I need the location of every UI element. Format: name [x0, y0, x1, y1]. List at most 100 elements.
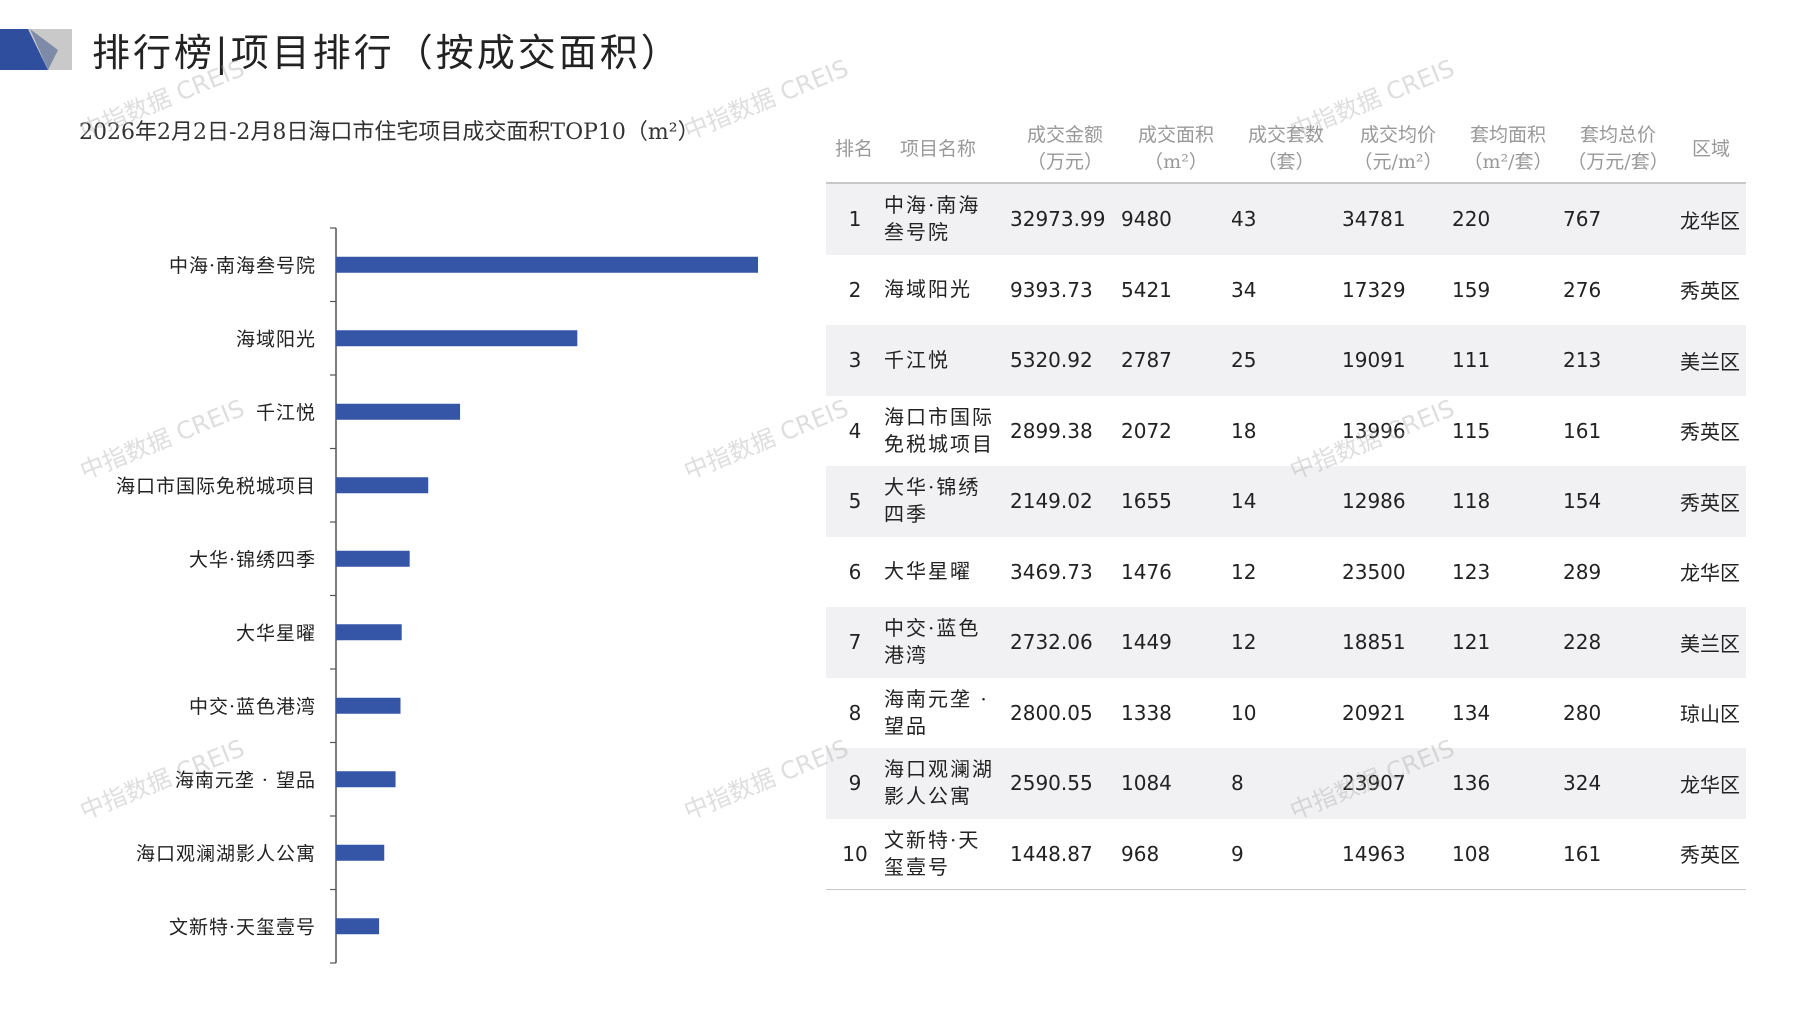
header-text: （m²/套）: [1463, 151, 1553, 173]
table-cell: 213: [1563, 348, 1602, 373]
column-header: 成交面积 （m²）: [1116, 122, 1236, 176]
table-cell: 19091: [1342, 348, 1406, 373]
table-cell: 千江悦: [884, 347, 950, 372]
table-cell: 10: [1231, 700, 1257, 725]
table-cell: 美兰区: [1680, 631, 1740, 656]
table-cell: 1655: [1121, 489, 1172, 514]
table-cell: 琼山区: [1680, 702, 1740, 727]
table-cell: 280: [1563, 700, 1602, 725]
table-cell: 134: [1452, 700, 1491, 725]
title-decor: [0, 29, 48, 70]
bar: [336, 256, 758, 273]
bar: [336, 918, 380, 935]
table-cell: 121: [1452, 630, 1491, 655]
table-cell: 龙华区: [1680, 772, 1740, 797]
table-cell: 34: [1231, 277, 1257, 302]
table-row: 8 海南元垄 ·望品 2800.05 1338 10 20921 134 280 琼山区: [826, 678, 1746, 749]
bar: [336, 550, 410, 567]
table-cell: 海域阳光: [884, 277, 972, 302]
table-row: 4 海口市国际免税城项目 2899.38 2072 18 13996 115 161 秀英区: [826, 396, 1746, 467]
header-text: 区域: [1691, 138, 1730, 160]
header-text: （万元）: [1026, 151, 1103, 173]
table-cell: 12: [1231, 559, 1257, 584]
table-row: 10 文新特·天玺壹号 1448.87 968 9 14963 108 161 秀英区: [826, 819, 1746, 890]
column-header: 成交均价 （元/m²）: [1338, 122, 1458, 176]
table-row: 2 海域阳光 9393.73 5421 34 17329 159 276 秀英区: [826, 255, 1746, 326]
table-cell: 龙华区: [1680, 208, 1740, 233]
chart-subtitle: 2026年2月2日-2月8日海口市住宅项目成交面积TOP10（m²）: [79, 120, 700, 145]
table-cell: 161: [1563, 841, 1602, 866]
y-tick-label: 海域阳光: [236, 328, 316, 350]
table-cell: 秀英区: [1680, 843, 1740, 868]
table-cell: 276: [1563, 277, 1602, 302]
table-cell: 美兰区: [1680, 349, 1740, 374]
bar: [336, 844, 385, 861]
table-cell: 32973.99: [1010, 207, 1106, 232]
title-decor: [30, 29, 58, 70]
table-cell: 文新特·天玺壹号: [884, 827, 981, 879]
header-text: 套均总价: [1579, 124, 1656, 146]
header-text: 项目名称: [899, 138, 976, 160]
table-cell: 2800.05: [1010, 700, 1093, 725]
header-text: 套均面积: [1469, 124, 1546, 146]
rank: 8: [848, 700, 862, 725]
column-header: 套均总价 （万元/套）: [1558, 122, 1678, 176]
column-header: 排名: [794, 136, 914, 163]
table-cell: 大华·锦绣四季: [884, 475, 981, 527]
y-tick-label: 中交·蓝色港湾: [189, 696, 316, 718]
table-cell: 9393.73: [1010, 277, 1093, 302]
y-tick-label: 文新特·天玺壹号: [169, 916, 316, 938]
table-cell: 324: [1563, 771, 1602, 796]
y-tick-label: 千江悦: [256, 402, 316, 424]
table-cell: 5320.92: [1010, 348, 1093, 373]
header-text: （万元/套）: [1567, 151, 1669, 173]
rank: 10: [842, 841, 868, 866]
column-header: 成交套数 （套）: [1226, 122, 1346, 176]
rank: 2: [848, 277, 862, 302]
bar: [336, 771, 396, 788]
table-cell: 2072: [1121, 418, 1172, 443]
bar: [336, 624, 402, 641]
table-row: 7 中交·蓝色港湾 2732.06 1449 12 18851 121 228 美兰区: [826, 607, 1746, 678]
rank: 4: [848, 418, 862, 443]
table-cell: 14: [1231, 489, 1257, 514]
table-row: 1 中海·南海叁号院 32973.99 9480 43 34781 220 767 龙华区: [826, 184, 1746, 255]
table-cell: 108: [1452, 841, 1491, 866]
table-cell: 767: [1563, 207, 1602, 232]
column-header: 区域: [1651, 136, 1771, 163]
table-cell: 115: [1452, 418, 1491, 443]
y-tick-label: 海口观澜湖影人公寓: [136, 843, 316, 865]
table-cell: 20921: [1342, 700, 1406, 725]
rank: 1: [848, 207, 862, 232]
table-cell: 220: [1452, 207, 1491, 232]
rank: 6: [848, 559, 862, 584]
table-cell: 12986: [1342, 489, 1406, 514]
table-cell: 1476: [1121, 559, 1172, 584]
table-cell: 23907: [1342, 771, 1406, 796]
table-cell: 123: [1452, 559, 1491, 584]
table-cell: 海口市国际免税城项目: [884, 404, 994, 456]
table-cell: 3469.73: [1010, 559, 1093, 584]
table-cell: 34781: [1342, 207, 1406, 232]
table-row: 5 大华·锦绣四季 2149.02 1655 14 12986 118 154 秀英区: [826, 466, 1746, 537]
table-cell: 159: [1452, 277, 1491, 302]
header-text: （套）: [1257, 151, 1315, 173]
table-header: 排名 项目名称 成交金额 （万元） 成交面积 （m²） 成交套数 （套） 成交均价 （元/m²） 套…: [826, 114, 1746, 184]
table-cell: 5421: [1121, 277, 1172, 302]
table-cell: 43: [1231, 207, 1257, 232]
column-header: 成交金额 （万元）: [1005, 122, 1125, 176]
rank: 5: [848, 489, 862, 514]
table: 排名 项目名称 成交金额 （万元） 成交面积 （m²） 成交套数 （套） 成交均价 （元/m²） 套…: [826, 114, 1746, 890]
table-cell: 9480: [1121, 207, 1172, 232]
table-cell: 136: [1452, 771, 1491, 796]
table-cell: 2149.02: [1010, 489, 1093, 514]
table-cell: 14963: [1342, 841, 1406, 866]
header-text: 成交面积: [1137, 124, 1214, 146]
table-cell: 18851: [1342, 630, 1406, 655]
table-cell: 17329: [1342, 277, 1406, 302]
y-tick-label: 海南元垄 · 望品: [175, 769, 316, 791]
page-title: 排行榜|项目排行（按成交面积）: [92, 31, 682, 75]
y-tick-label: 大华·锦绣四季: [189, 549, 316, 571]
header-text: 排名: [834, 138, 873, 160]
